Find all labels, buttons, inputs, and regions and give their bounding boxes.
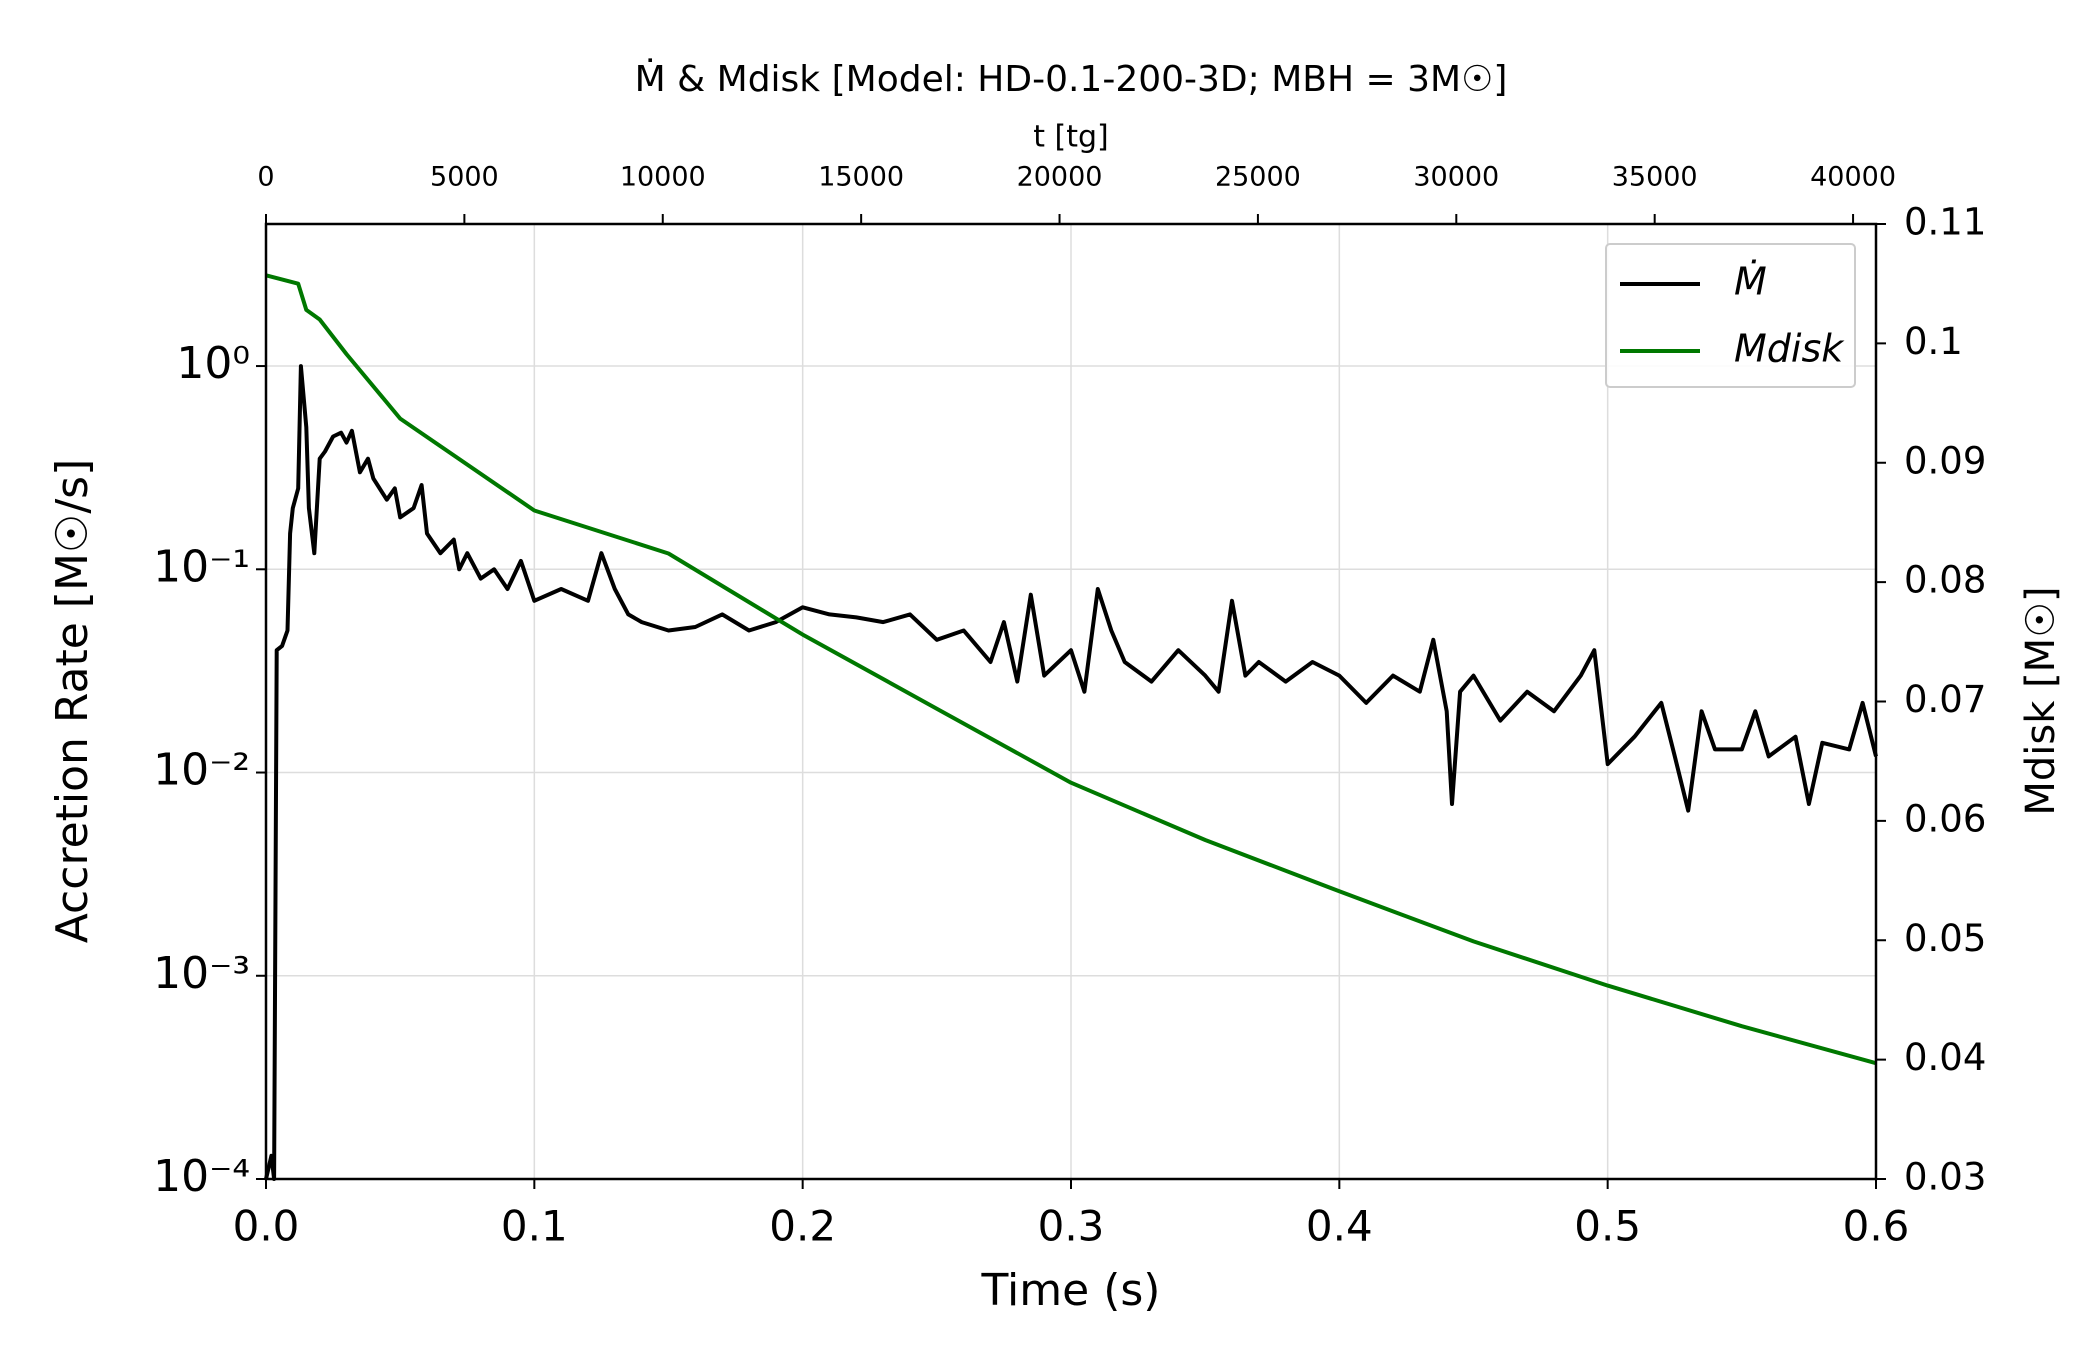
y-tick-label: 10⁰ — [176, 338, 250, 389]
y-tick-label: 10⁻² — [153, 745, 250, 796]
y2-tick-label: 0.08 — [1904, 559, 1986, 602]
y-tick-label: 10⁻¹ — [153, 541, 250, 592]
x2-tick-label: 35000 — [1612, 162, 1698, 193]
x-tick-label: 0.2 — [769, 1202, 836, 1251]
x2-tick-label: 40000 — [1810, 162, 1896, 193]
y2-tick-label: 0.03 — [1904, 1156, 1986, 1199]
y-tick-label: 10⁻³ — [153, 948, 250, 999]
series-line — [264, 364, 1878, 1181]
y2-axis-label: Mdisk [M☉] — [2018, 586, 2064, 815]
y2-tick-label: 0.11 — [1904, 201, 1986, 244]
y-tick-label: 10⁻⁴ — [153, 1151, 250, 1202]
x-tick-label: 0.6 — [1843, 1202, 1910, 1251]
x-tick-label: 0.3 — [1038, 1202, 1105, 1251]
x2-tick-label: 10000 — [620, 162, 706, 193]
x-tick-label: 0.5 — [1574, 1202, 1641, 1251]
x2-tick-label: 5000 — [430, 162, 499, 193]
y2-tick-label: 0.09 — [1904, 439, 1986, 482]
x-tick-label: 0.4 — [1306, 1202, 1373, 1251]
legend-label: Mdisk — [1734, 327, 1845, 371]
y2-tick-label: 0.1 — [1904, 320, 1963, 363]
x2-tick-label: 25000 — [1215, 162, 1301, 193]
x-axis-label: Time (s) — [981, 1265, 1161, 1316]
y2-tick-label: 0.04 — [1904, 1036, 1986, 1079]
x2-tick-label: 30000 — [1413, 162, 1499, 193]
chart-title: Ṁ & Mdisk [Model: HD-0.1-200-3D; MBH = 3… — [635, 58, 1508, 100]
y2-tick-label: 0.07 — [1904, 678, 1986, 721]
x2-tick-label: 0 — [257, 162, 274, 193]
legend-label: Ṁ — [1734, 260, 1767, 304]
series-line — [265, 273, 1877, 1066]
y2-tick-label: 0.06 — [1904, 797, 1986, 840]
y2-tick-label: 0.05 — [1904, 917, 1986, 960]
x-tick-label: 0.0 — [233, 1202, 300, 1251]
x2-tick-label: 15000 — [818, 162, 904, 193]
x-tick-label: 0.1 — [501, 1202, 568, 1251]
x2-tick-label: 20000 — [1017, 162, 1103, 193]
y-axis-label: Accretion Rate [M☉/s] — [47, 459, 98, 944]
plot-frame — [264, 222, 1878, 1181]
x2-axis-label: t [tg] — [1033, 120, 1109, 155]
